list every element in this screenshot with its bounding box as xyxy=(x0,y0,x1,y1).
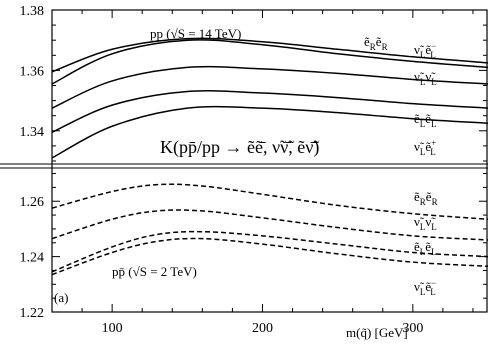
panel-tag: (a) xyxy=(54,290,68,305)
series-line xyxy=(52,90,488,133)
curves xyxy=(52,37,488,276)
series-line xyxy=(52,183,488,220)
x-tick-label: 200 xyxy=(252,321,273,336)
series-label: ν̃Lν̃L xyxy=(414,214,437,232)
upper-panel-annotation: pp (√S = 14 TeV) xyxy=(150,26,241,41)
lower-panel-annotation: pp̄ (√S = 2 TeV) xyxy=(112,264,197,279)
y-tick-label: 1.26 xyxy=(20,195,45,210)
x-tick-label: 100 xyxy=(102,321,123,336)
series-line xyxy=(52,37,488,73)
series-line xyxy=(52,209,488,241)
x-tick-label: 300 xyxy=(402,321,423,336)
y-tick-label: 1.24 xyxy=(20,251,45,266)
series-label: ν̃Lẽ− L xyxy=(414,278,436,297)
series-label: ν̃Lẽ+ L xyxy=(414,138,436,157)
series-label: ν̃Lν̃L xyxy=(414,69,437,87)
x-axis-label: m(q̃) [GeV] xyxy=(346,325,408,340)
main-process-label: K(pp̄/pp → ẽẽ̄, ν̃ν̄̃, ẽν̃̄) xyxy=(160,137,319,158)
series-line xyxy=(52,39,488,85)
series-line xyxy=(52,237,488,276)
y-tick-label: 1.36 xyxy=(20,64,45,79)
labels: ẽRẽR ν̃Lẽ− L ν̃Lν̃L ẽLẽL ν̃Lẽ+ L ẽRẽR ν̃Lν̃L ẽLẽL… xyxy=(364,34,438,297)
y-tick-label: 1.38 xyxy=(20,4,45,19)
series-line xyxy=(52,230,488,273)
y-tick-label: 1.34 xyxy=(20,125,45,140)
series-label: ẽRẽR xyxy=(364,34,388,52)
series-label: ν̃Lẽ− L xyxy=(414,41,436,60)
series-label: ẽLẽL xyxy=(414,111,437,129)
series-line xyxy=(52,105,488,159)
series-label: ẽLẽL xyxy=(414,239,437,257)
series-label: ẽRẽR xyxy=(414,189,438,207)
series-line xyxy=(52,65,488,109)
y-tick-label: 1.22 xyxy=(20,306,45,321)
